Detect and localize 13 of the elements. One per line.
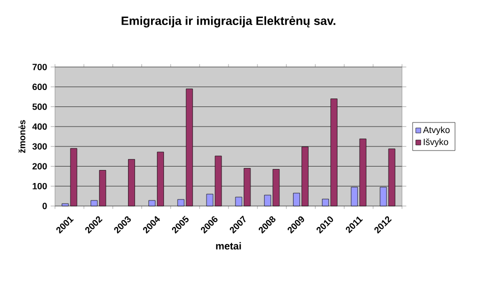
- y-tick-label: 500: [32, 104, 47, 110]
- y-tick-label: 300: [32, 143, 47, 150]
- y-tick-label: 100: [32, 182, 47, 190]
- y-tick-label: 400: [32, 123, 47, 130]
- y-tick-label: 600: [32, 84, 47, 90]
- y-tick-label: 700: [32, 64, 47, 70]
- chart-title: Emigracija ir imigracija Elektrėnų sav.: [122, 16, 336, 28]
- y-axis-title: žmonės: [18, 120, 26, 153]
- x-axis-title: metai: [216, 242, 241, 250]
- y-tick-label: 0: [42, 202, 47, 210]
- legend-label: Atvyko: [423, 126, 450, 135]
- legend-label: Išvyko: [424, 138, 448, 147]
- y-tick-label: 200: [32, 163, 47, 170]
